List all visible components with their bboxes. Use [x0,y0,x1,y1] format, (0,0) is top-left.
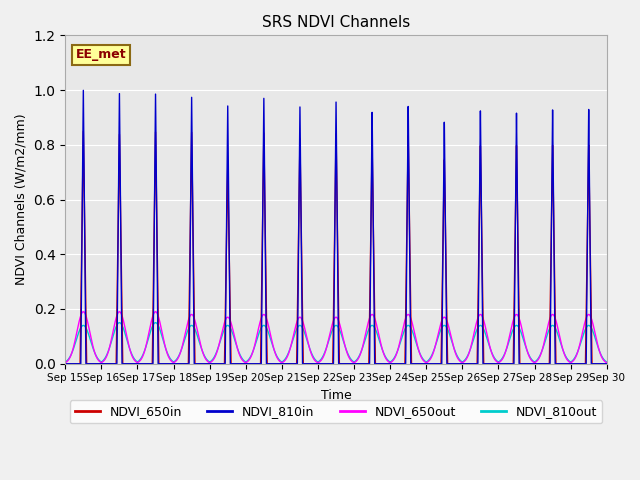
X-axis label: Time: Time [321,389,351,402]
Legend: NDVI_650in, NDVI_810in, NDVI_650out, NDVI_810out: NDVI_650in, NDVI_810in, NDVI_650out, NDV… [70,400,602,423]
Text: EE_met: EE_met [76,48,127,61]
Y-axis label: NDVI Channels (W/m2/mm): NDVI Channels (W/m2/mm) [15,114,28,285]
Title: SRS NDVI Channels: SRS NDVI Channels [262,15,410,30]
